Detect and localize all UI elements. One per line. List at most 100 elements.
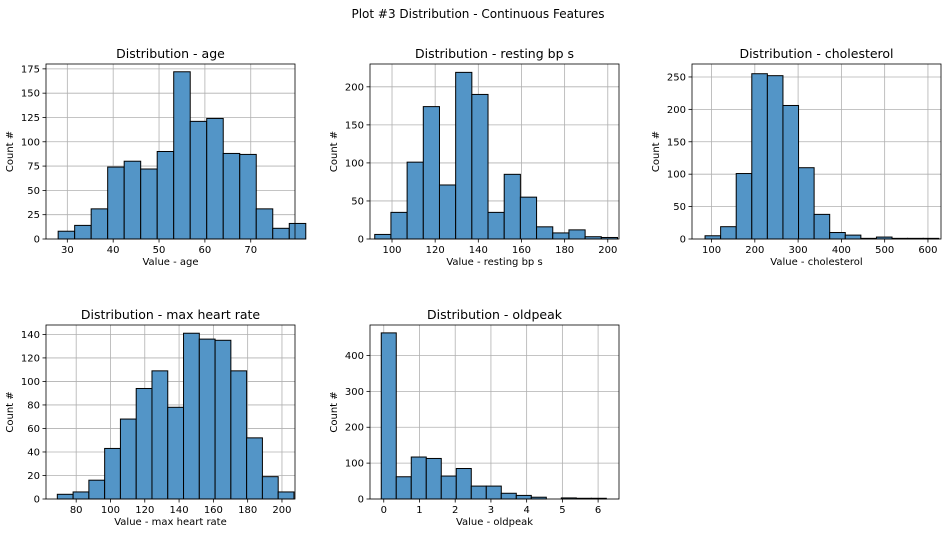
x-tick-label: 120 bbox=[426, 245, 445, 256]
subplot-title: Distribution - oldpeak bbox=[427, 307, 563, 322]
y-tick-label: 0 bbox=[34, 235, 40, 246]
histogram-bar bbox=[56, 493, 74, 500]
y-axis-label: Count # bbox=[5, 391, 16, 432]
histogram-bar bbox=[183, 332, 200, 500]
histogram-bar bbox=[288, 222, 307, 240]
x-tick-label: 200 bbox=[272, 505, 291, 516]
subplot-title: Distribution - resting bp s bbox=[415, 46, 574, 61]
y-tick-label: 150 bbox=[345, 120, 364, 131]
x-tick-label: 400 bbox=[832, 245, 851, 256]
y-tick-label: 150 bbox=[21, 89, 40, 100]
y-axis-label: Count # bbox=[651, 131, 662, 172]
y-axis-label: Count # bbox=[5, 131, 16, 172]
y-tick-label: 120 bbox=[21, 353, 40, 364]
x-tick-label: 2 bbox=[452, 505, 458, 516]
x-tick-label: 4 bbox=[523, 505, 529, 516]
histogram-bar bbox=[455, 468, 472, 500]
x-axis-label: Value - resting bp s bbox=[446, 257, 542, 268]
subplot-title: Distribution - age bbox=[116, 46, 225, 61]
x-tick-label: 200 bbox=[598, 245, 617, 256]
histogram-bar bbox=[246, 437, 263, 500]
histogram-bar bbox=[374, 233, 392, 240]
histogram-bar bbox=[380, 332, 397, 500]
y-tick-label: 125 bbox=[21, 113, 40, 124]
y-tick-label: 100 bbox=[345, 158, 364, 169]
x-tick-label: 140 bbox=[170, 505, 189, 516]
histogram-bar bbox=[813, 213, 831, 240]
x-tick-label: 80 bbox=[70, 505, 83, 516]
x-tick-label: 6 bbox=[595, 505, 601, 516]
histogram-bar bbox=[90, 208, 109, 240]
histogram-bar bbox=[422, 106, 440, 240]
x-tick-label: 70 bbox=[244, 245, 257, 256]
histogram-bar bbox=[135, 387, 153, 500]
y-tick-label: 0 bbox=[358, 235, 364, 246]
histogram-bar bbox=[503, 173, 521, 240]
y-tick-label: 200 bbox=[345, 423, 364, 434]
histogram-bar bbox=[500, 492, 517, 500]
y-tick-label: 50 bbox=[351, 196, 364, 207]
x-tick-label: 30 bbox=[61, 245, 74, 256]
x-axis-label: Value - max heart rate bbox=[114, 517, 227, 528]
y-tick-label: 175 bbox=[21, 64, 40, 75]
y-tick-label: 150 bbox=[667, 137, 686, 148]
histogram-bar bbox=[766, 75, 784, 240]
histogram-bar bbox=[720, 226, 737, 240]
x-axis-label: Value - cholesterol bbox=[770, 257, 862, 268]
histogram-bar bbox=[782, 104, 800, 240]
x-tick-label: 0 bbox=[381, 505, 387, 516]
histogram-bar bbox=[751, 73, 768, 240]
histogram-bar bbox=[536, 226, 554, 240]
histogram-bar bbox=[255, 208, 274, 240]
x-tick-label: 1 bbox=[416, 505, 422, 516]
histogram-bar bbox=[798, 167, 815, 240]
histogram-bar bbox=[406, 161, 424, 240]
x-tick-label: 160 bbox=[204, 505, 223, 516]
y-tick-label: 0 bbox=[34, 495, 40, 506]
histogram-bar bbox=[189, 120, 208, 240]
x-tick-label: 180 bbox=[238, 505, 257, 516]
histogram-bar bbox=[239, 153, 257, 240]
histogram-bar bbox=[72, 491, 90, 500]
axes-frame bbox=[369, 324, 620, 500]
histogram-bar bbox=[552, 232, 570, 240]
x-tick-label: 180 bbox=[555, 245, 574, 256]
histogram-bar bbox=[57, 230, 76, 240]
histogram-bar bbox=[123, 160, 142, 240]
y-tick-label: 100 bbox=[345, 459, 364, 470]
histogram-bar bbox=[261, 476, 279, 500]
axes-frame bbox=[45, 324, 296, 500]
histogram-bar bbox=[198, 338, 216, 500]
subplot-5: 0 1 2 3 4 5 6 0 100 200 300 400 Distribution - oldpe… bbox=[329, 307, 620, 528]
plot-area bbox=[370, 325, 619, 499]
histogram-bar bbox=[438, 184, 457, 240]
x-tick-label: 120 bbox=[135, 505, 154, 516]
x-tick-label: 50 bbox=[153, 245, 166, 256]
histogram-bar bbox=[107, 166, 125, 240]
histogram-bar bbox=[206, 117, 224, 240]
histogram-bar bbox=[410, 456, 427, 500]
y-tick-label: 50 bbox=[673, 202, 686, 213]
histogram-bar bbox=[104, 447, 121, 500]
y-tick-label: 100 bbox=[21, 377, 40, 388]
histogram-bar bbox=[485, 485, 502, 500]
histogram-bar bbox=[277, 491, 295, 500]
x-tick-label: 300 bbox=[789, 245, 808, 256]
subplot-title: Distribution - cholesterol bbox=[739, 46, 893, 61]
x-tick-label: 500 bbox=[875, 245, 894, 256]
histogram-bar bbox=[272, 227, 290, 240]
histogram-bar bbox=[390, 211, 408, 240]
y-tick-label: 200 bbox=[667, 105, 686, 116]
plot-area bbox=[692, 64, 941, 239]
x-tick-label: 140 bbox=[469, 245, 488, 256]
histogram-bar bbox=[156, 151, 175, 240]
x-tick-label: 40 bbox=[107, 245, 120, 256]
histogram-bar bbox=[140, 168, 158, 240]
histogram-bar bbox=[214, 339, 232, 500]
histogram-bar bbox=[395, 476, 412, 500]
y-tick-label: 400 bbox=[345, 351, 364, 362]
histogram-bar bbox=[487, 211, 505, 240]
x-tick-label: 60 bbox=[199, 245, 212, 256]
y-tick-label: 100 bbox=[21, 137, 40, 148]
y-tick-label: 200 bbox=[345, 82, 364, 93]
